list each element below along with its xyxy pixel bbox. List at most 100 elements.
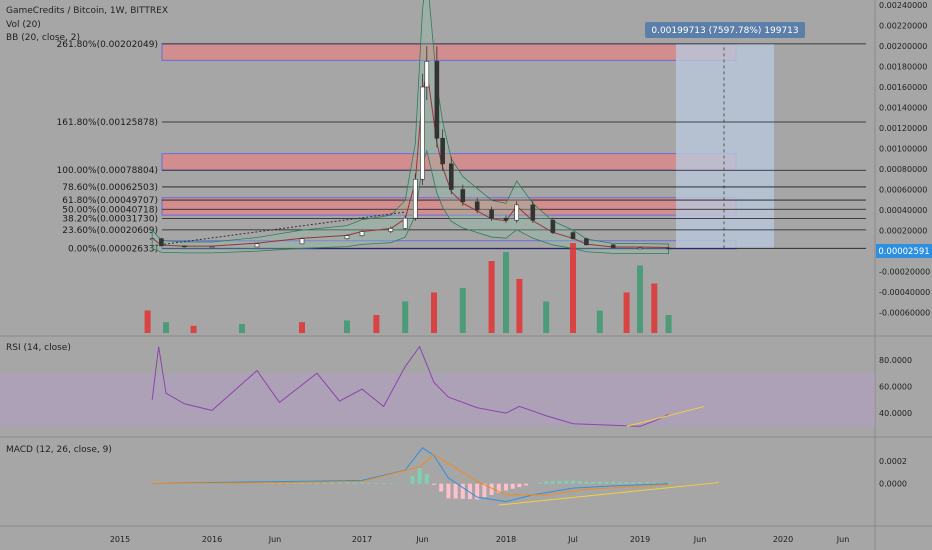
price-tick: 0.00020000 [879,227,927,236]
candle [514,204,520,221]
macd-histogram-bar [564,480,569,484]
volume-bar [637,265,643,333]
candle [440,137,445,165]
candle [489,209,494,219]
fib-label: 0.00%(0.00002633) [68,244,158,254]
macd-histogram-bar [424,473,429,484]
time-tick: Jun [415,535,429,544]
main-pane: 261.80%(0.00202049) 161.80%(0.00125878) 10… [57,0,866,254]
price-tick: 0.00080000 [879,165,927,174]
candle [412,178,418,219]
macd-histogram-bar [645,482,650,484]
fib-label: 261.80%(0.00202049) [57,40,158,50]
rsi-pane [0,345,875,427]
fib-label: 78.60%(0.00062503) [62,183,158,193]
measure-label: 0.00199713 (7597.78%) 199713 [651,26,798,36]
macd-histogram-bar [631,482,636,484]
macd-histogram-bar [544,481,549,484]
macd-histogram-bar [584,481,589,484]
price-tick: 0.00100000 [879,145,927,154]
macd-histogram-bar [604,481,609,484]
price-tag-box [876,244,932,258]
macd-histogram-bar [315,482,319,484]
bb-legend: BB (20, close, 2) [6,33,80,43]
macd-histogram-bar [432,483,436,485]
macd-histogram-bar [453,483,458,499]
price-tick: 0.00160000 [879,83,927,92]
rsi-band [0,373,875,427]
candle [503,217,509,221]
time-tick: Jul [567,535,578,544]
candle [420,86,425,180]
price-tick: -0.00060000 [879,309,930,318]
macd-histogram-bar [307,482,312,484]
macd-histogram-bar [475,483,480,500]
candle [254,243,260,248]
macd-histogram-bar [345,482,349,484]
macd-histogram-bar [537,482,542,484]
volume-bar [402,301,409,333]
macd-histogram-bar [524,483,529,486]
candle [149,238,155,240]
rsi-trendline [626,405,705,427]
volume-bar [543,301,550,333]
volume-bar [299,322,305,333]
candle [344,235,350,239]
macd-histogram-bar [510,483,515,489]
bollinger-basis [151,69,669,248]
macd-trendline [498,482,719,506]
macd-histogram-bar [489,483,494,495]
time-tick: 2015 [110,535,130,544]
macd-histogram-bar [666,482,671,484]
signal-line [152,453,669,496]
price-tick: 0.00180000 [879,63,927,72]
bollinger-band [151,0,669,255]
macd-histogram-bar [517,483,522,488]
volume-bar [144,310,151,333]
macd-line [152,447,669,503]
fib-label: 161.80%(0.00125878) [57,118,158,128]
candle [424,61,430,88]
volume-bar [239,324,245,333]
candle [182,245,187,248]
time-tick: 2016 [202,535,222,544]
price-tick: 0.00200000 [879,42,927,51]
rsi-line [151,345,669,427]
measure-zone [676,43,774,249]
macd-histogram-bar [659,482,664,484]
volume-bar [373,315,380,333]
price-tick: 0.00220000 [879,22,927,31]
macd-histogram-bar [270,482,274,484]
fib-label: 38.20%(0.00031730) [62,214,158,224]
macd-histogram-bar [571,480,575,484]
macd-histogram-bar [277,482,282,484]
rsi-tick: 40.0000 [879,409,912,418]
candle [460,189,466,203]
macd-histogram-bar [388,483,393,484]
price-tick: 0.00140000 [879,104,927,113]
macd-histogram-bar [550,481,555,484]
volume-bar [651,283,658,333]
time-tick: Jun [693,535,707,544]
fib-zone-top [161,43,737,61]
macd-histogram-bar [496,483,501,493]
macd-tick: 0.0000 [879,480,907,489]
fib-label: 23.60%(0.00020609) [62,226,158,236]
volume-bar [596,310,603,333]
candle [359,231,365,236]
time-tick: 2019 [630,535,650,544]
volume-pane [144,243,672,333]
volume-bar [488,261,495,333]
candle [159,238,164,247]
fib-label: 100.00%(0.00078804) [57,166,158,176]
candle [610,244,616,249]
price-tick: 0.00240000 [879,1,927,10]
price-tick: 0.00040000 [879,206,927,215]
price-tick: 0.00060000 [879,186,927,195]
rsi-tick: 80.0000 [879,356,912,365]
axes: 0.00240000 0.00220000 0.00200000 0.00180000… [110,1,930,544]
volume-bar [503,252,509,333]
dotted-trendline [152,211,406,247]
candle [388,228,394,232]
